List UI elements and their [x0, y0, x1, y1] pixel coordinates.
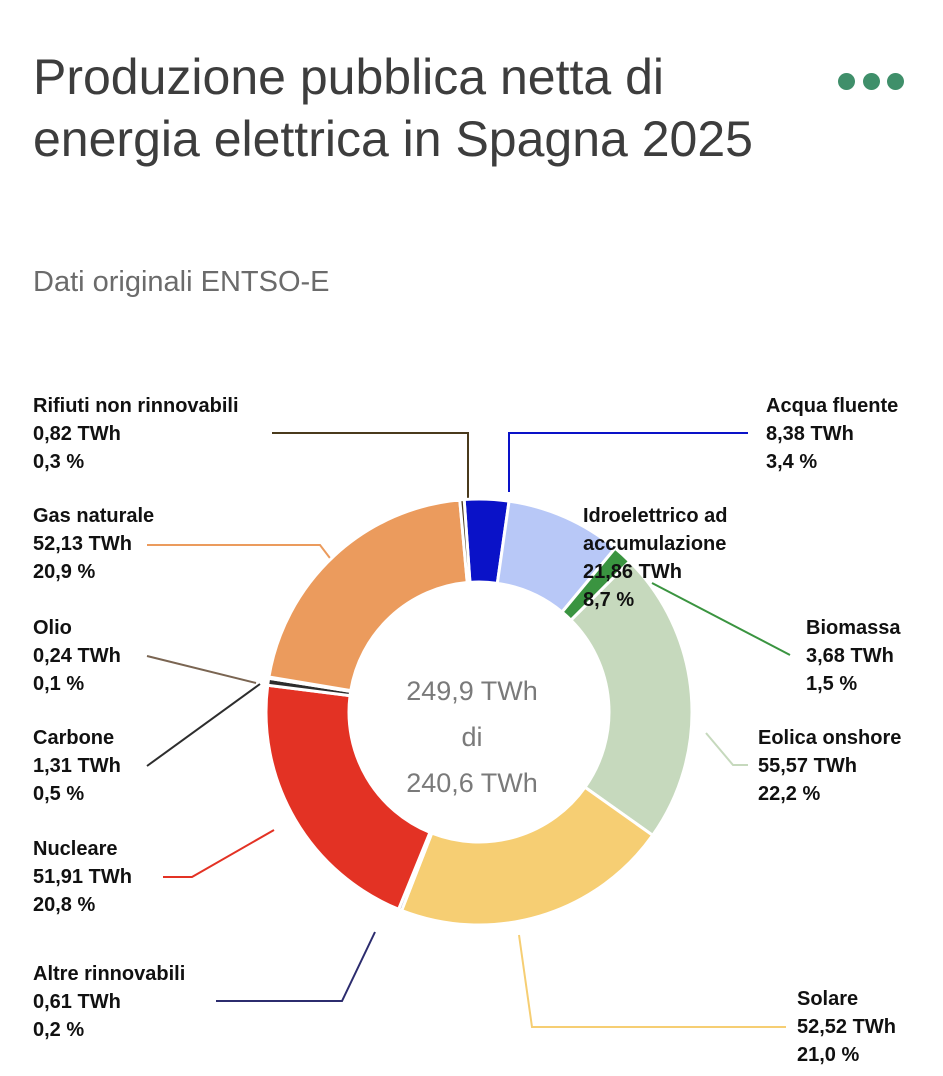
slice-gas[interactable]	[267, 498, 469, 693]
label-percent: 0,5 %	[33, 783, 85, 805]
slice-eolica[interactable]	[569, 559, 694, 837]
chart-subtitle: Dati originali ENTSO-E	[33, 266, 330, 298]
label-eolica: Eolica onshore 55,57 TWh 22,2 %	[758, 724, 901, 808]
label-percent: 3,4 %	[766, 451, 818, 473]
slice-nucleare[interactable]	[264, 683, 432, 911]
center-reference: 240,6 TWh	[406, 768, 538, 798]
label-percent: 0,1 %	[33, 673, 85, 695]
leader-line-altre	[216, 931, 376, 1002]
leader-line-eolica	[705, 732, 748, 766]
label-value: 52,13 TWh	[33, 533, 132, 555]
label-value: 0,82 TWh	[33, 423, 121, 445]
label-percent: 20,9 %	[33, 561, 96, 583]
label-value: 55,57 TWh	[758, 755, 857, 777]
label-percent: 20,8 %	[33, 894, 96, 916]
label-percent: 21,0 %	[797, 1044, 860, 1066]
label-biomassa: Biomassa 3,68 TWh 1,5 %	[806, 614, 901, 698]
label-name: Altre rinnovabili	[33, 963, 186, 985]
leader-line-olio	[146, 655, 257, 684]
chart-title: Produzione pubblica netta di energia ele…	[33, 49, 753, 167]
slice-rifiuti[interactable]	[458, 498, 472, 585]
label-percent: 0,3 %	[33, 451, 85, 473]
label-carbone: Carbone 1,31 TWh 0,5 %	[33, 724, 121, 808]
label-value: 21,86 TWh	[583, 561, 682, 583]
label-name: Eolica onshore	[758, 727, 902, 749]
center-of: di	[461, 722, 482, 752]
label-altre: Altre rinnovabili 0,61 TWh 0,2 %	[33, 960, 185, 1044]
label-percent: 0,2 %	[33, 1019, 85, 1041]
label-value: 8,38 TWh	[766, 423, 854, 445]
label-nucleare: Nucleare 51,91 TWh 20,8 %	[33, 835, 132, 919]
label-gas: Gas naturale 52,13 TWh 20,9 %	[33, 502, 154, 586]
label-percent: 8,7 %	[583, 589, 635, 611]
label-value: 1,31 TWh	[33, 755, 121, 777]
label-name: Rifiuti non rinnovabili	[33, 395, 239, 417]
label-name: Acqua fluente	[766, 395, 899, 417]
label-value: 52,52 TWh	[797, 1016, 896, 1038]
label-acqua: Acqua fluente 8,38 TWh 3,4 %	[766, 392, 898, 476]
leader-line-acqua	[508, 432, 748, 492]
label-value: 0,24 TWh	[33, 645, 121, 667]
label-rifiuti: Rifiuti non rinnovabili 0,82 TWh 0,3 %	[33, 392, 239, 476]
label-solare: Solare 52,52 TWh 21,0 %	[797, 985, 896, 1069]
leader-line-solare	[518, 934, 786, 1028]
donut-slices	[264, 497, 694, 927]
label-percent: 1,5 %	[806, 673, 858, 695]
slice-solare[interactable]	[400, 785, 655, 927]
label-value: 51,91 TWh	[33, 866, 132, 888]
label-name: Olio	[33, 617, 72, 639]
menu-dot	[838, 72, 855, 90]
label-name: accumulazione	[583, 533, 727, 555]
donut-center-text: 249,9 TWh di 240,6 TWh	[406, 676, 538, 798]
leader-line-rifiuti	[272, 432, 469, 520]
label-value: 3,68 TWh	[806, 645, 894, 667]
label-name: Nucleare	[33, 838, 118, 860]
more-options-icon[interactable]	[838, 66, 904, 96]
label-name: Gas naturale	[33, 505, 155, 527]
label-percent: 22,2 %	[758, 783, 821, 805]
label-value: 0,61 TWh	[33, 991, 121, 1013]
center-total: 249,9 TWh	[406, 676, 538, 706]
label-idro: Idroelettrico ad accumulazione 21,86 TWh 8,…	[583, 502, 727, 614]
leader-line-nucleare	[163, 829, 275, 878]
leader-line-carbone	[146, 683, 261, 767]
leader-line-biomassa	[651, 582, 791, 656]
label-olio: Olio 0,24 TWh 0,1 %	[33, 614, 121, 698]
leader-line-gas	[147, 544, 337, 567]
label-name: Carbone	[33, 727, 115, 749]
label-name: Biomassa	[806, 617, 901, 639]
menu-dot	[887, 72, 904, 90]
label-name: Solare	[797, 988, 859, 1010]
label-name: Idroelettrico ad	[583, 505, 728, 527]
menu-dot	[862, 72, 880, 90]
